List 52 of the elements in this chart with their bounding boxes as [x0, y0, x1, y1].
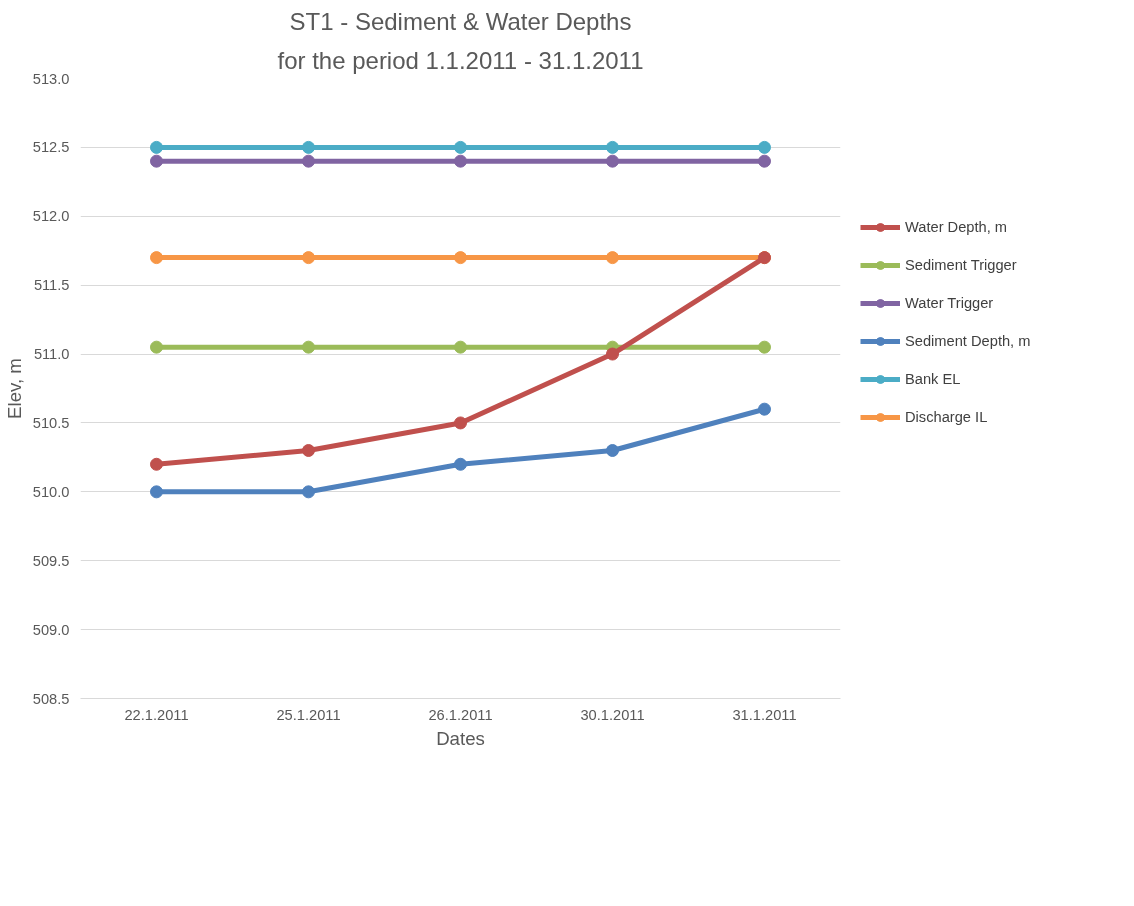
y-tick-label: 511.0 — [33, 346, 70, 363]
point — [454, 140, 467, 154]
legend-label: Water Depth, m — [905, 219, 1008, 236]
point — [758, 402, 771, 416]
point — [302, 140, 315, 154]
x-tick-label: 26.1.2011 — [428, 706, 493, 723]
x-tick-label: 30.1.2011 — [580, 706, 645, 723]
point — [606, 251, 619, 265]
y-tick-label: 509.0 — [32, 621, 70, 638]
chart-subtitle: for the period 1.1.2011 - 31.1.2011 — [277, 46, 644, 74]
point — [150, 140, 163, 154]
point — [302, 340, 315, 354]
legend-label: Sediment Trigger — [905, 257, 1017, 274]
point — [302, 251, 315, 265]
legend-label: Water Trigger — [905, 295, 994, 312]
point — [454, 154, 467, 168]
y-tick-label: 509.5 — [32, 552, 70, 569]
point — [606, 444, 619, 457]
point — [150, 485, 163, 499]
y-tick-label: 510.5 — [32, 414, 70, 431]
point — [758, 140, 771, 154]
x-tick-label: 22.1.2011 — [124, 706, 189, 723]
legend-label: Bank EL — [905, 371, 961, 388]
y-tick-label: 512.0 — [32, 208, 70, 225]
point — [454, 416, 467, 430]
point — [150, 457, 163, 471]
point — [302, 444, 315, 457]
point — [606, 154, 619, 168]
legend-label: Discharge IL — [905, 409, 988, 426]
y-tick-label: 512.5 — [32, 139, 70, 156]
x-tick-label: 25.1.2011 — [276, 706, 341, 723]
point — [606, 140, 619, 154]
point — [150, 154, 163, 168]
point — [150, 251, 163, 265]
point — [302, 154, 315, 168]
y-tick-label: 508.5 — [32, 690, 70, 707]
y-tick-label: 511.5 — [33, 277, 70, 294]
legend-label: Sediment Depth, m — [905, 333, 1031, 350]
point — [302, 485, 315, 499]
point — [758, 340, 771, 354]
chart-title: ST1 - Sediment & Water Depths — [289, 7, 632, 35]
point — [454, 457, 467, 471]
point — [454, 251, 467, 265]
y-tick-label: 510.0 — [32, 483, 70, 500]
x-axis-title: Dates — [436, 727, 485, 749]
point — [606, 347, 619, 361]
y-tick-label: 513.0 — [32, 70, 70, 87]
point — [150, 340, 163, 354]
x-tick-label: 31.1.2011 — [732, 706, 797, 723]
y-axis-title: Elev, m — [3, 358, 25, 419]
point — [758, 154, 771, 168]
point — [454, 340, 467, 354]
